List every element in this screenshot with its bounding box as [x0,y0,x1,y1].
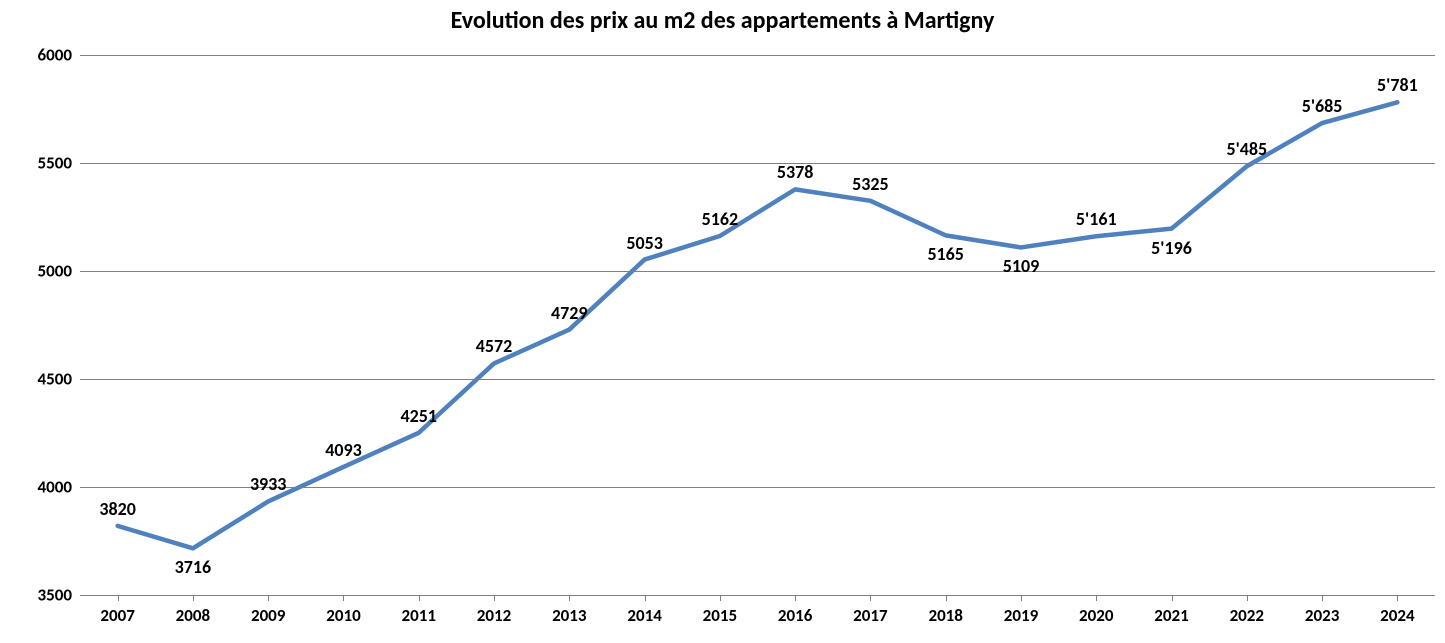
x-axis-label: 2015 [703,605,737,626]
x-tick [1397,595,1398,601]
x-tick [494,595,495,601]
x-axis-label: 2023 [1305,605,1339,626]
x-tick [720,595,721,601]
x-axis-label: 2013 [552,605,586,626]
x-tick [193,595,194,601]
data-label: 5378 [777,161,814,183]
x-axis-label: 2009 [251,605,285,626]
x-tick [645,595,646,601]
data-label: 5'781 [1377,74,1418,96]
plot-svg [80,55,1435,595]
x-tick [1021,595,1022,601]
x-tick [870,595,871,601]
gridline [80,271,1435,272]
x-axis-label: 2021 [1154,605,1188,626]
x-tick [419,595,420,601]
y-axis-label: 6000 [38,45,72,66]
data-label: 3716 [175,556,212,578]
data-label: 3933 [250,473,287,495]
plot-area [80,55,1435,595]
data-label: 4093 [325,439,362,461]
data-label: 4572 [476,335,513,357]
data-label: 5'161 [1076,208,1117,230]
gridline [80,595,1435,596]
data-label: 5325 [852,173,889,195]
x-tick [118,595,119,601]
data-line [118,102,1398,548]
gridline [80,163,1435,164]
x-tick [1096,595,1097,601]
x-tick [569,595,570,601]
y-axis-label: 4500 [38,369,72,390]
y-axis-label: 3500 [38,585,72,606]
data-label: 5162 [702,208,739,230]
x-axis-label: 2017 [853,605,887,626]
data-label: 5'485 [1226,138,1267,160]
x-tick [268,595,269,601]
data-label: 4251 [401,405,438,427]
x-axis-label: 2010 [326,605,360,626]
line-chart: Evolution des prix au m2 des appartement… [0,0,1445,643]
data-label: 5165 [927,243,964,265]
y-axis-label: 4000 [38,477,72,498]
x-axis-label: 2012 [477,605,511,626]
x-tick [1322,595,1323,601]
x-axis-label: 2016 [778,605,812,626]
data-label: 5053 [626,232,663,254]
data-label: 4729 [551,302,588,324]
x-axis-label: 2008 [176,605,210,626]
x-tick [1172,595,1173,601]
x-tick [795,595,796,601]
x-axis-label: 2014 [627,605,661,626]
x-axis-label: 2024 [1380,605,1414,626]
chart-title: Evolution des prix au m2 des appartement… [0,6,1445,35]
gridline [80,55,1435,56]
x-axis-label: 2020 [1079,605,1113,626]
x-axis-label: 2018 [928,605,962,626]
x-tick [946,595,947,601]
y-axis-label: 5500 [38,153,72,174]
x-tick [1247,595,1248,601]
x-axis-label: 2011 [402,605,436,626]
x-tick [343,595,344,601]
data-label: 5109 [1003,255,1040,277]
y-axis-label: 5000 [38,261,72,282]
gridline [80,379,1435,380]
data-label: 5'196 [1151,237,1192,259]
data-label: 3820 [99,498,136,520]
data-label: 5'685 [1302,95,1343,117]
x-axis-label: 2007 [100,605,134,626]
x-axis-label: 2022 [1230,605,1264,626]
x-axis-label: 2019 [1004,605,1038,626]
